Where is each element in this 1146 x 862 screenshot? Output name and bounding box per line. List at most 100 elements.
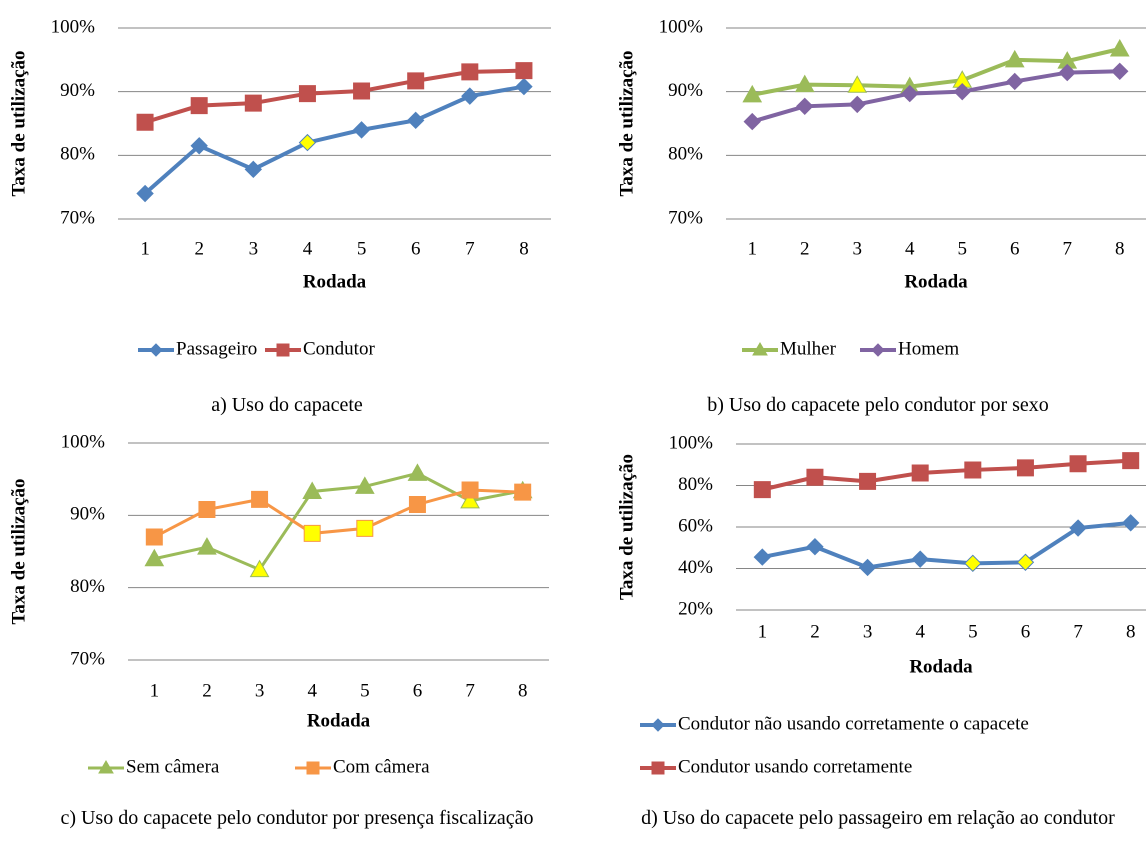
y-tick-label: 70% — [70, 648, 105, 669]
y-tick-label: 90% — [668, 80, 703, 101]
marker — [964, 554, 982, 573]
marker — [149, 343, 163, 357]
x-axis-label: Rodada — [904, 271, 968, 292]
y-tick-label: 60% — [678, 515, 713, 536]
marker — [461, 63, 479, 81]
marker — [848, 95, 866, 114]
marker — [302, 481, 323, 499]
marker — [1016, 553, 1035, 571]
marker — [796, 97, 814, 116]
x-tick-label: 3 — [249, 238, 259, 259]
marker — [136, 113, 154, 131]
x-tick-label: 7 — [1073, 621, 1083, 642]
x-tick-label: 5 — [360, 680, 370, 701]
marker — [352, 121, 371, 139]
marker — [460, 490, 480, 509]
marker — [794, 74, 815, 93]
marker — [303, 524, 321, 542]
marker — [353, 82, 371, 100]
x-tick-label: 5 — [968, 621, 978, 642]
x-tick-label: 6 — [1010, 238, 1020, 259]
caption: c) Uso do capacete pelo condutor por pre… — [60, 807, 534, 829]
y-axis-label: Taxa de utilização — [8, 478, 29, 624]
marker — [743, 112, 761, 131]
marker — [858, 558, 877, 577]
marker — [651, 718, 665, 732]
series — [145, 481, 532, 546]
marker — [1122, 452, 1140, 470]
marker — [859, 472, 877, 490]
x-tick-label: 4 — [303, 238, 313, 259]
line — [751, 69, 1120, 124]
y-tick-label: 100% — [51, 16, 96, 37]
marker — [244, 160, 263, 179]
marker — [1109, 38, 1130, 57]
x-tick-label: 8 — [519, 238, 529, 259]
marker — [190, 137, 208, 155]
marker — [298, 85, 316, 103]
marker — [276, 343, 290, 357]
x-tick-label: 3 — [255, 680, 265, 701]
marker — [1006, 72, 1024, 91]
x-tick-label: 8 — [1115, 238, 1125, 259]
line — [751, 47, 1121, 97]
x-axis-label: Rodada — [303, 271, 367, 292]
line — [153, 471, 523, 572]
legend-label: Condutor — [303, 338, 375, 359]
marker — [753, 481, 771, 499]
y-tick-label: 70% — [668, 207, 703, 228]
x-tick-label: 7 — [465, 238, 475, 259]
y-tick-label: 100% — [659, 16, 704, 37]
series — [144, 463, 533, 578]
marker — [1111, 62, 1129, 81]
legend-label: Sem câmera — [126, 756, 220, 777]
line — [144, 68, 524, 125]
x-tick-label: 6 — [1021, 621, 1031, 642]
series — [753, 514, 1140, 577]
marker — [98, 760, 114, 774]
marker — [354, 476, 375, 494]
marker — [964, 461, 982, 479]
x-tick-label: 8 — [1126, 621, 1136, 642]
series — [136, 62, 533, 131]
x-tick-label: 4 — [915, 621, 925, 642]
x-tick-label: 3 — [853, 238, 863, 259]
marker — [461, 87, 479, 105]
x-tick-label: 1 — [748, 238, 758, 259]
y-tick-label: 90% — [70, 504, 105, 525]
x-tick-label: 2 — [800, 238, 810, 259]
legend-label: Condutor usando corretamente — [678, 756, 912, 777]
marker — [145, 528, 163, 546]
marker — [953, 82, 971, 101]
marker — [251, 490, 269, 508]
marker — [742, 84, 763, 103]
y-tick-label: 80% — [678, 474, 713, 495]
y-axis-label: Taxa de utilização — [616, 50, 637, 196]
y-tick-label: 80% — [668, 144, 703, 165]
marker — [144, 548, 165, 567]
marker — [298, 133, 317, 152]
x-tick-label: 5 — [357, 238, 367, 259]
x-tick-label: 3 — [863, 621, 873, 642]
marker — [752, 342, 768, 356]
legend-label: Passageiro — [176, 338, 257, 359]
x-tick-label: 7 — [465, 680, 475, 701]
marker — [461, 481, 479, 499]
series — [743, 62, 1129, 131]
marker — [136, 184, 154, 203]
marker — [901, 84, 919, 103]
marker — [197, 537, 217, 555]
line — [143, 84, 525, 196]
marker — [244, 94, 262, 112]
marker — [1069, 519, 1087, 537]
y-axis-label: Taxa de utilização — [616, 454, 637, 600]
x-tick-label: 8 — [518, 680, 528, 701]
line — [761, 520, 1131, 570]
x-tick-label: 6 — [413, 680, 423, 701]
y-tick-label: 20% — [678, 598, 713, 619]
x-tick-label: 4 — [905, 238, 915, 259]
legend-label: Mulher — [780, 338, 837, 359]
y-tick-label: 100% — [61, 431, 106, 452]
y-tick-label: 80% — [70, 576, 105, 597]
marker — [198, 501, 216, 519]
